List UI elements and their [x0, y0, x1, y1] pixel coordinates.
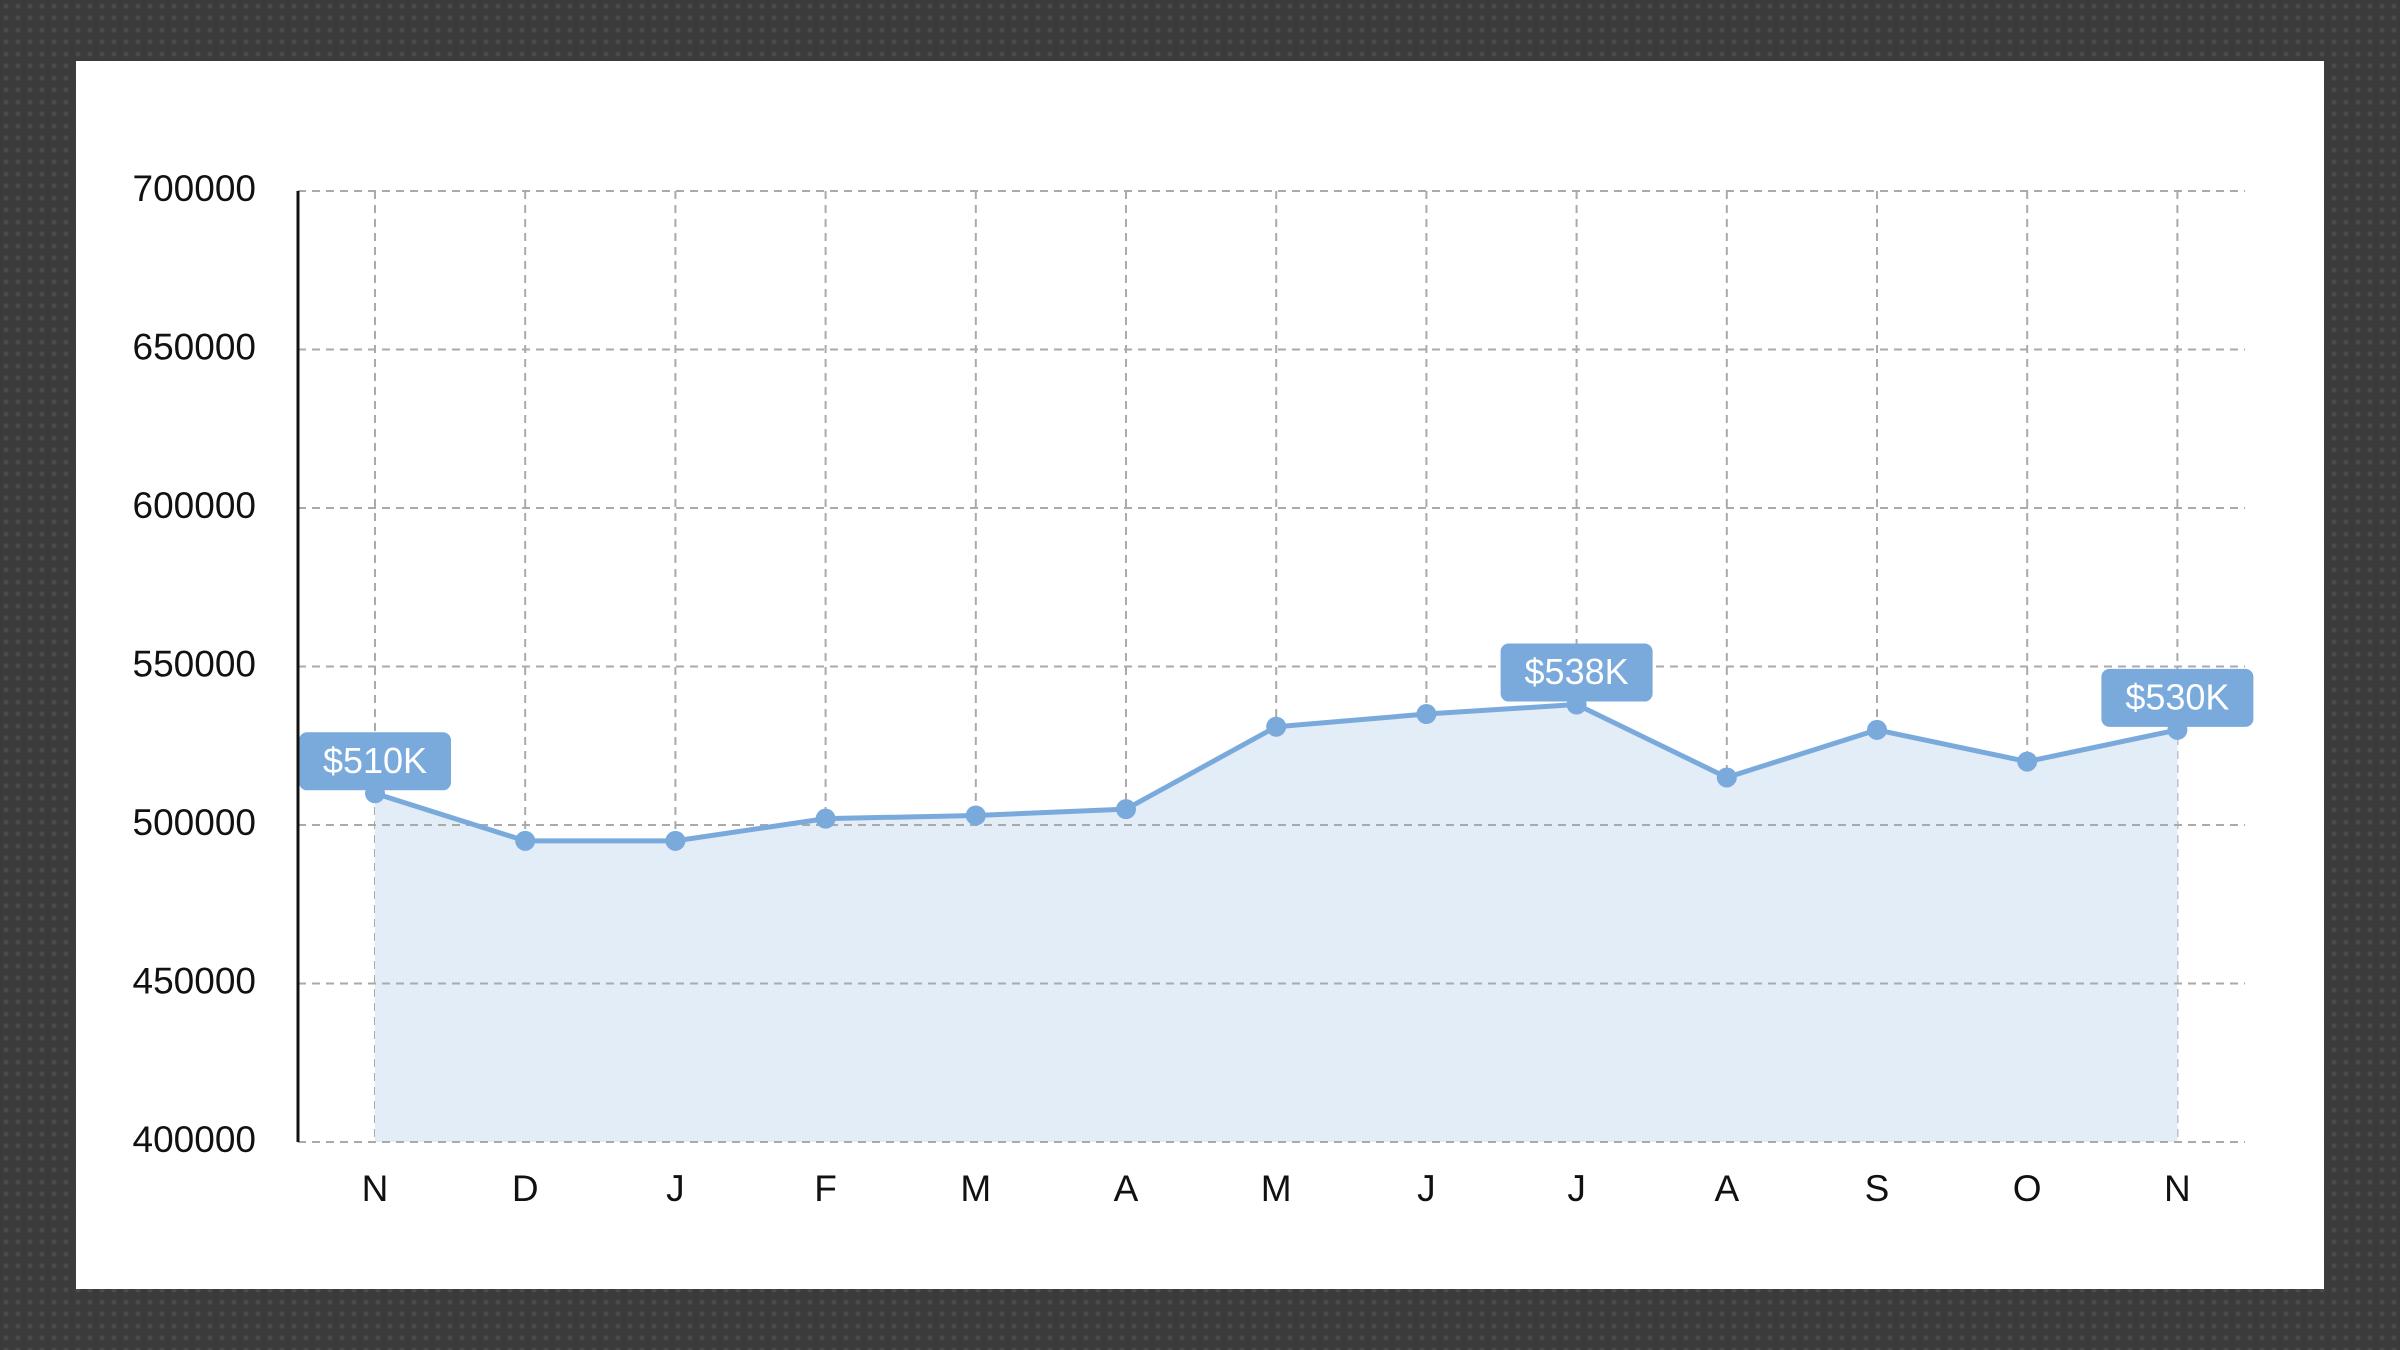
data-label: $510K	[323, 740, 427, 781]
x-tick-label: O	[2013, 1168, 2042, 1209]
marker	[1716, 767, 1737, 788]
y-tick-label: 400000	[133, 1119, 256, 1160]
x-tick-label: M	[960, 1168, 991, 1209]
y-tick-label: 550000	[133, 643, 256, 684]
data-label: $530K	[2125, 676, 2229, 717]
x-tick-label: F	[814, 1168, 837, 1209]
y-tick-label: 450000	[133, 960, 256, 1001]
area	[375, 704, 2178, 1142]
data-label: $538K	[1525, 651, 1629, 692]
x-tick-label: D	[512, 1168, 539, 1209]
data-label-box	[299, 732, 451, 791]
data-label-box	[2101, 668, 2254, 727]
x-tick-label: A	[1114, 1168, 1139, 1209]
x-tick-label: N	[362, 1168, 389, 1209]
marker	[665, 830, 686, 851]
y-tick-label: 700000	[133, 168, 256, 209]
x-tick-label: J	[1567, 1168, 1586, 1209]
y-tick-label: 600000	[133, 485, 256, 526]
y-tick-label: 650000	[133, 326, 256, 367]
y-tick-label: 500000	[133, 802, 256, 843]
marker	[965, 805, 986, 826]
x-tick-label: A	[1714, 1168, 1739, 1209]
marker	[1116, 799, 1136, 820]
x-tick-label: J	[666, 1168, 685, 1209]
marker	[815, 808, 836, 829]
x-tick-label: J	[1417, 1168, 1436, 1209]
marker	[1867, 719, 1887, 740]
marker	[1266, 716, 1287, 737]
marker	[2017, 751, 2038, 772]
x-tick-label: M	[1261, 1168, 1292, 1209]
x-tick-label: N	[2164, 1168, 2191, 1209]
marker	[1416, 704, 1437, 725]
data-label-box	[1500, 643, 1653, 702]
marker	[515, 830, 536, 851]
x-tick-label: S	[1865, 1168, 1890, 1209]
